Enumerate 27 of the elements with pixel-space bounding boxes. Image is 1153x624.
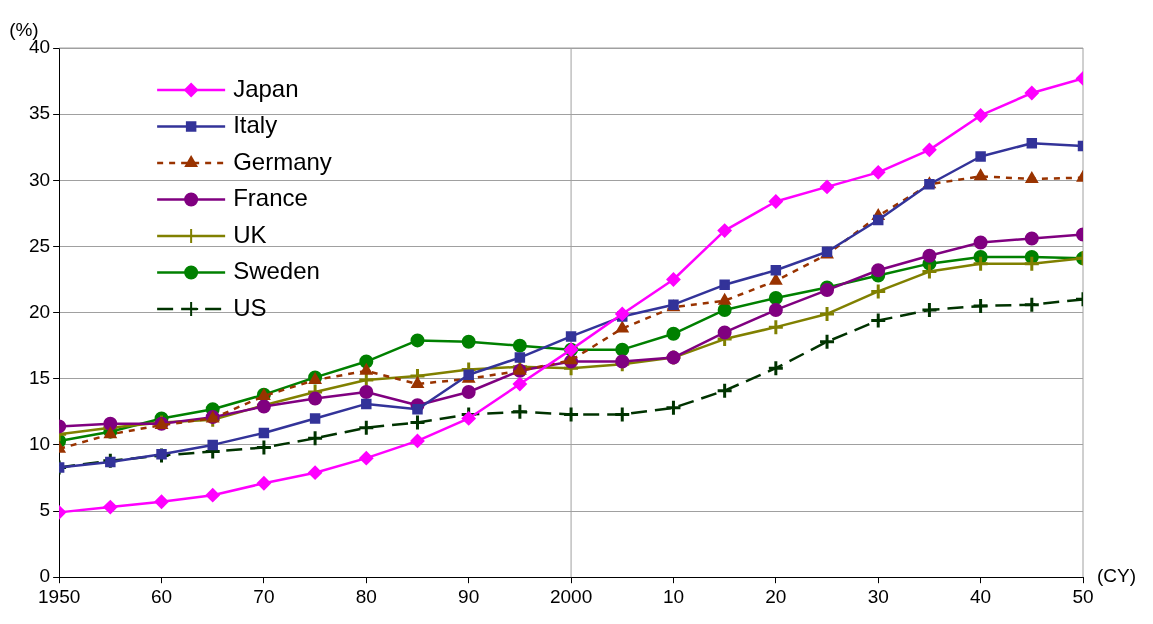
- x-tick-label: 50: [1072, 585, 1094, 607]
- y-tick-label: 35: [28, 102, 51, 124]
- legend-label: Sweden: [233, 257, 320, 285]
- legend-label: UK: [233, 220, 267, 248]
- y-tick-label: 10: [28, 433, 51, 455]
- x-tick-label: 30: [867, 585, 889, 607]
- y-tick-label: 30: [28, 168, 51, 190]
- x-axis-title: (CY): [1097, 565, 1137, 587]
- x-tick-label: 2000: [549, 585, 593, 607]
- x-tick-label: 40: [970, 585, 992, 607]
- y-tick-label: 0: [39, 565, 51, 587]
- x-tick-label: 1950: [37, 585, 81, 607]
- legend-label: Italy: [233, 111, 278, 139]
- y-tick-label: 20: [28, 300, 51, 322]
- legend-label: France: [233, 184, 308, 212]
- x-tick-label: 70: [253, 585, 275, 607]
- x-tick-label: 20: [765, 585, 787, 607]
- legend-label: US: [233, 293, 267, 321]
- x-tick-label: 90: [458, 585, 480, 607]
- legend-label: Japan: [233, 74, 299, 102]
- x-tick-label: 60: [150, 585, 173, 607]
- x-tick-label: 10: [662, 585, 685, 607]
- legend-label: Germany: [233, 147, 332, 175]
- x-tick-label: 80: [355, 585, 377, 607]
- y-tick-label: 5: [39, 499, 51, 521]
- y-tick-label: 25: [28, 234, 51, 256]
- y-tick-label: 15: [28, 366, 51, 388]
